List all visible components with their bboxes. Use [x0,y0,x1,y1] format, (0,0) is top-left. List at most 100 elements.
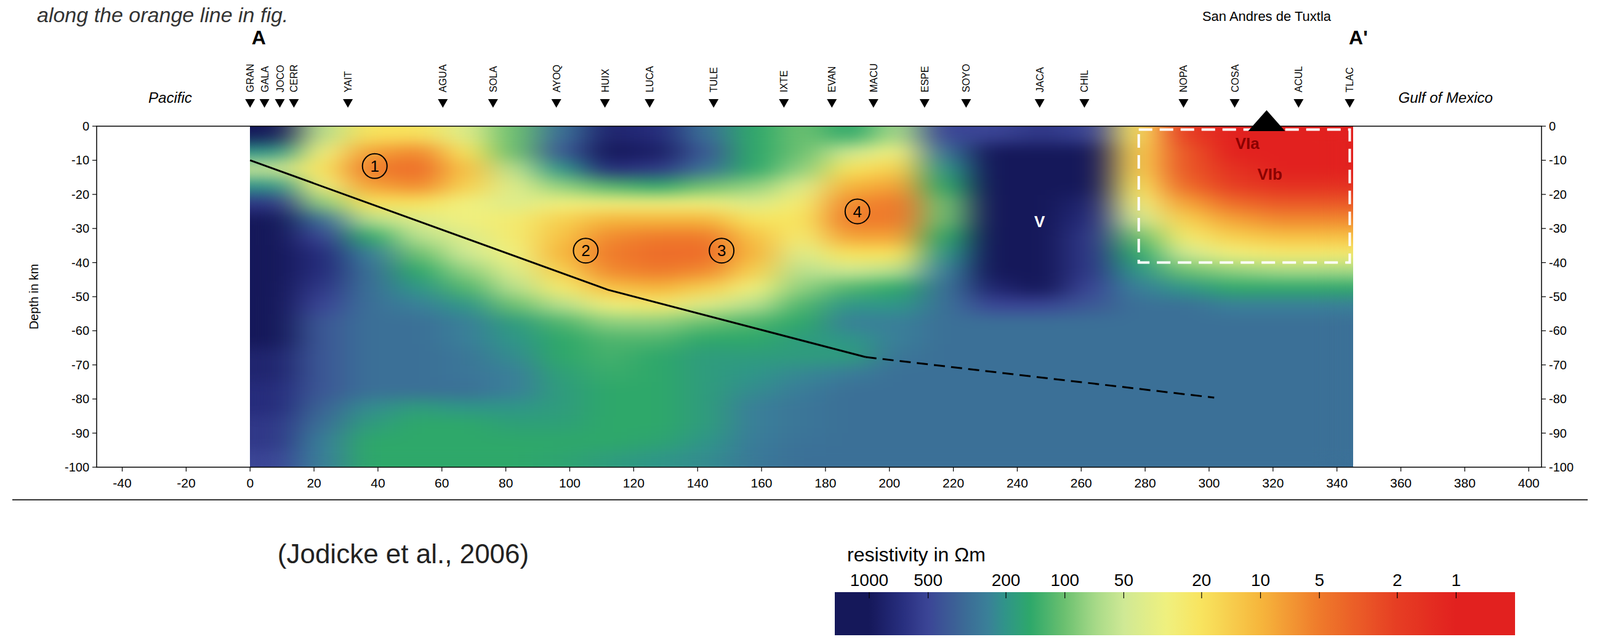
y-tick-label: -90 [71,426,90,441]
cell [538,262,587,281]
station-name: LUCA [644,65,656,93]
cell [921,262,970,281]
cell [1065,365,1114,383]
cell [1113,416,1162,434]
colorbar-tick [1260,592,1261,599]
cell [1113,347,1162,366]
cell [1113,279,1162,297]
cell [297,126,346,144]
cell [921,296,970,314]
cell [921,450,970,468]
y-tick-label: -60 [1548,323,1567,338]
cell [873,245,922,263]
cell [1161,228,1210,246]
cell [729,126,778,144]
x-tick [377,467,378,472]
cell [633,194,682,212]
cell [490,126,539,144]
x-tick [697,467,699,472]
cell [490,296,539,314]
cell [538,160,587,178]
cell [442,382,491,400]
station-marker [437,99,448,108]
station-marker [342,99,353,108]
colorbar-tick-label: 10 [1250,570,1271,590]
y-tick-label: -30 [1548,221,1567,236]
cell [1065,245,1114,263]
y-tick-label: -20 [71,187,90,202]
cell [921,330,970,348]
cell [490,450,539,468]
cell [681,313,730,332]
station-name: GALA [259,65,271,93]
y-tick-label: 0 [1548,119,1556,133]
y-tick [1541,193,1546,195]
anomaly-label: 2 [581,241,590,260]
cell [777,347,826,366]
cell [297,330,346,348]
station-marker [600,99,611,108]
cell [825,245,874,263]
cell [681,194,730,212]
cell [585,416,634,434]
cell [490,398,539,417]
cell [538,194,587,212]
station-marker [1230,99,1240,108]
cell [442,296,491,314]
cell [538,313,587,332]
cell [297,416,346,434]
cell [777,398,826,417]
cell [729,347,778,366]
volcano-marker [1247,110,1285,132]
cell [825,450,874,468]
cell [442,194,491,212]
cell [1257,296,1306,314]
cell [1257,313,1306,332]
station-marker [708,99,719,108]
cell [681,330,730,348]
cell [1257,262,1306,281]
x-tick [952,467,954,472]
colorbar-tick [1123,592,1125,599]
cell [490,194,539,212]
cell [1017,450,1066,468]
x-tick-label: 140 [687,475,709,491]
cell [681,211,730,230]
cell [633,365,682,383]
cell [777,279,826,297]
cell [777,262,826,281]
cell [249,433,298,451]
cell [538,211,587,230]
station-marker [1344,99,1355,108]
cell [633,211,682,230]
cell [249,398,298,417]
highlight-box [1138,129,1351,263]
cell [1209,262,1258,281]
colorbar: 1000500200100502010521resistivity in Ωm [834,543,1516,636]
cell [393,262,443,281]
cell [1161,416,1210,434]
y-tick-label: -10 [1548,153,1567,167]
station-name: IXTE [778,70,790,93]
cell [633,245,682,263]
cell [873,365,922,383]
cell [585,330,634,348]
anomaly-label: 1 [370,156,380,176]
x-tick-label: 340 [1326,475,1348,491]
cell [1161,211,1210,230]
cell [873,347,922,366]
y-tick-label: -30 [71,221,90,236]
cell [1161,347,1210,366]
y-tick [1541,364,1546,366]
cell [1065,211,1114,230]
cell [729,262,778,281]
cell [490,330,539,348]
x-tick-label: 260 [1070,475,1093,491]
cell [538,228,587,246]
y-tick [92,432,97,434]
cell [681,398,730,417]
cell [633,262,682,281]
x-tick [824,467,826,472]
station-marker [960,99,971,108]
cell [825,330,874,348]
